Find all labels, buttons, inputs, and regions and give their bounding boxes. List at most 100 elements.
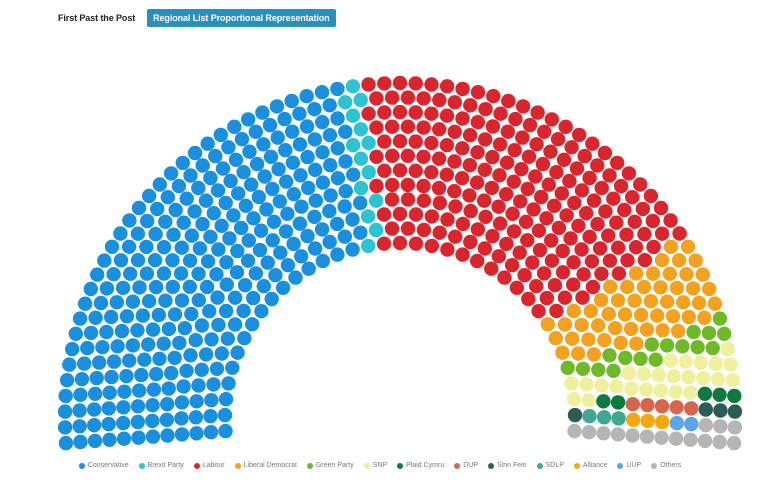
- seat-conservative: [275, 280, 291, 295]
- legend-item-liberal-democrat[interactable]: Liberal Democrat: [234, 462, 297, 469]
- seat-conservative: [191, 180, 206, 196]
- seat-labour: [515, 130, 530, 145]
- seat-conservative: [242, 144, 257, 159]
- seat-conservative: [132, 280, 147, 295]
- seat-green-party: [606, 363, 621, 378]
- seat-conservative: [158, 214, 173, 229]
- system-tabs: First Past the Post Regional List Propor…: [58, 9, 336, 27]
- seat-labour: [590, 158, 605, 173]
- seat-labour: [576, 267, 591, 282]
- seat-labour: [537, 124, 552, 139]
- seat-conservative: [152, 351, 167, 366]
- seat-conservative: [228, 152, 244, 167]
- seat-labour: [470, 85, 486, 100]
- seat-labour: [499, 187, 514, 202]
- seat-conservative: [165, 279, 180, 295]
- legend-item-snp[interactable]: SNP: [363, 462, 388, 469]
- seat-conservative: [315, 175, 331, 190]
- seat-liberal-democrat: [590, 318, 606, 333]
- seat-green-party: [633, 351, 648, 366]
- seat-labour: [470, 115, 485, 130]
- seat-liberal-democrat: [680, 239, 696, 254]
- seat-conservative: [203, 170, 218, 186]
- seat-conservative: [200, 136, 215, 151]
- legend-dot-icon: [651, 462, 658, 469]
- seat-alliance: [640, 413, 655, 429]
- seat-conservative: [191, 378, 206, 393]
- legend-label: DUP: [463, 462, 479, 469]
- legend-item-uup[interactable]: UUP: [617, 462, 641, 469]
- seat-conservative: [62, 357, 77, 372]
- seat-conservative: [292, 137, 308, 152]
- seat-labour: [556, 152, 572, 167]
- tab-first-past-the-post[interactable]: First Past the Post: [58, 13, 136, 23]
- legend-item-conservative[interactable]: Conservative: [78, 462, 129, 469]
- seat-conservative: [88, 310, 103, 325]
- seat-labour: [602, 168, 617, 183]
- seat-conservative: [140, 213, 155, 229]
- legend-label: SNP: [372, 462, 388, 469]
- seat-labour: [400, 119, 416, 134]
- seat-conservative: [97, 253, 112, 268]
- seat-labour: [477, 162, 492, 177]
- seat-conservative: [195, 216, 210, 232]
- legend-dot-icon: [234, 462, 241, 469]
- seat-green-party: [618, 350, 633, 366]
- seat-conservative: [110, 339, 125, 354]
- seat-liberal-democrat: [555, 345, 570, 360]
- seat-sinn-fein: [698, 402, 713, 417]
- legend-item-plaid-cymru[interactable]: Plaid Cymru: [397, 462, 444, 469]
- seat-conservative: [278, 224, 294, 239]
- legend-item-labour[interactable]: Labour: [193, 462, 225, 469]
- seat-conservative: [204, 332, 219, 347]
- legend-item-dup[interactable]: DUP: [454, 462, 478, 469]
- seat-brexit-party: [338, 95, 353, 110]
- seat-conservative: [148, 279, 164, 295]
- legend-item-others[interactable]: Others: [651, 462, 681, 469]
- seat-labour: [663, 213, 678, 228]
- legend-item-alliance[interactable]: Alliance: [573, 462, 607, 469]
- seat-sdlp: [582, 409, 597, 424]
- seat-conservative: [194, 318, 210, 333]
- seat-conservative: [125, 294, 141, 309]
- seat-conservative: [259, 202, 274, 217]
- seat-labour: [513, 194, 528, 209]
- seat-conservative: [227, 317, 243, 332]
- seat-conservative: [187, 204, 202, 219]
- legend-label: SDLP: [545, 462, 564, 469]
- seat-liberal-democrat: [676, 295, 691, 310]
- legend: Conservative Brexit Party Labour Liberal De…: [0, 462, 760, 469]
- seat-conservative: [119, 368, 134, 384]
- legend-item-sinn-fein[interactable]: Sinn Fein: [488, 462, 527, 469]
- seat-conservative: [251, 189, 266, 205]
- legend-item-green-party[interactable]: Green Party: [306, 462, 354, 469]
- tab-regional-list-pr[interactable]: Regional List Proportional Representatio…: [147, 9, 336, 27]
- seat-labour: [529, 137, 544, 152]
- seat-labour: [408, 134, 423, 149]
- seat-labour: [491, 199, 506, 214]
- seat-liberal-democrat: [620, 279, 635, 295]
- legend-dot-icon: [306, 462, 313, 469]
- seat-labour: [361, 106, 376, 121]
- legend-item-brexit-party[interactable]: Brexit Party: [138, 462, 184, 469]
- seat-conservative: [141, 337, 156, 352]
- seat-liberal-democrat: [663, 239, 679, 254]
- seat-labour: [532, 242, 548, 258]
- seat-conservative: [200, 254, 216, 269]
- seat-conservative: [353, 195, 368, 211]
- seat-conservative: [104, 309, 119, 325]
- seat-conservative: [307, 209, 322, 224]
- seat-labour: [470, 222, 486, 237]
- seat-liberal-democrat: [566, 303, 581, 319]
- seat-conservative: [77, 356, 92, 371]
- seat-labour: [400, 192, 416, 207]
- seat-labour: [432, 225, 447, 240]
- legend-item-sdlp[interactable]: SDLP: [536, 462, 564, 469]
- seat-plaid-cymru: [596, 394, 611, 409]
- seat-conservative: [204, 393, 219, 408]
- seat-conservative: [121, 239, 137, 254]
- seat-brexit-party: [361, 135, 376, 151]
- seat-conservative: [168, 202, 183, 218]
- seat-labour: [531, 304, 546, 319]
- seat-labour: [539, 290, 554, 306]
